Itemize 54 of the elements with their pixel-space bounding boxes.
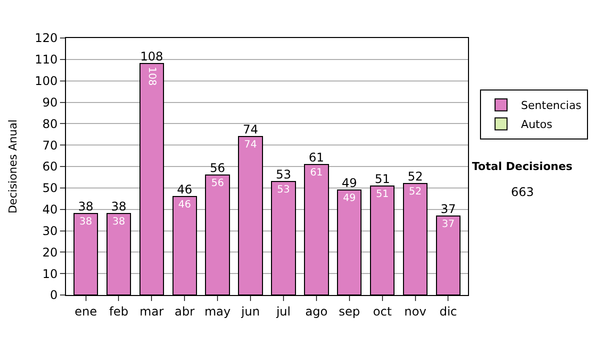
y-tick-label: 120 <box>34 31 58 46</box>
x-tick-label: jul <box>275 304 291 318</box>
data-label: 38 <box>79 216 92 228</box>
data-label: 56 <box>211 178 224 190</box>
y-tick-label: 10 <box>42 266 58 281</box>
y-tick-label: 90 <box>42 95 58 110</box>
total-label: 108 <box>140 50 164 64</box>
x-tick-label: nov <box>404 304 426 318</box>
x-tick-label: jun <box>240 304 260 318</box>
x-tick-label: sep <box>338 304 360 318</box>
data-label: 52 <box>408 186 422 198</box>
total-label: 56 <box>210 161 226 176</box>
total-label: 52 <box>408 170 423 184</box>
y-tick-label: 20 <box>42 245 58 260</box>
x-tick-label: may <box>204 304 231 318</box>
y-axis-title: Decisiones Anual <box>6 119 20 214</box>
y-tick-label: 70 <box>42 138 58 152</box>
x-tick-label: ago <box>305 304 328 318</box>
y-tick-label: 80 <box>42 116 58 131</box>
total-label: 46 <box>176 182 192 196</box>
y-tick-label: 30 <box>42 224 58 238</box>
total-label: 38 <box>111 200 126 214</box>
y-tick-label: 110 <box>34 52 58 67</box>
legend-label: Autos <box>521 118 553 132</box>
total-label: 74 <box>242 122 258 137</box>
data-label: 49 <box>343 193 356 204</box>
data-label: 53 <box>277 184 290 196</box>
data-label: 37 <box>442 218 455 230</box>
total-label: 51 <box>374 172 390 186</box>
x-tick-label: oct <box>373 304 392 318</box>
x-tick-label: abr <box>174 304 195 318</box>
y-tick-label: 50 <box>42 181 58 196</box>
data-label: 38 <box>112 216 126 228</box>
total-label: 61 <box>308 150 324 164</box>
x-tick-label: ene <box>74 304 97 318</box>
total-label: 38 <box>78 200 94 214</box>
data-label: 51 <box>376 188 389 200</box>
data-label: 61 <box>310 167 323 178</box>
data-label: 74 <box>244 140 257 151</box>
total-label: 53 <box>276 167 292 182</box>
data-label: 108 <box>146 66 158 86</box>
total-label: 49 <box>342 176 358 190</box>
data-label: 46 <box>178 199 191 210</box>
x-tick-label: mar <box>140 304 164 318</box>
legend-label: Sentencias <box>521 99 582 112</box>
y-tick-label: 60 <box>42 160 58 174</box>
x-tick-label: feb <box>109 304 128 318</box>
y-tick-label: 100 <box>34 74 58 88</box>
total-label: 37 <box>440 202 456 216</box>
y-tick-label: 0 <box>50 288 58 302</box>
text: Total Decisiones <box>472 160 573 173</box>
text: 663 <box>511 185 534 199</box>
x-tick-label: dic <box>439 304 458 318</box>
y-tick-label: 40 <box>42 202 58 217</box>
